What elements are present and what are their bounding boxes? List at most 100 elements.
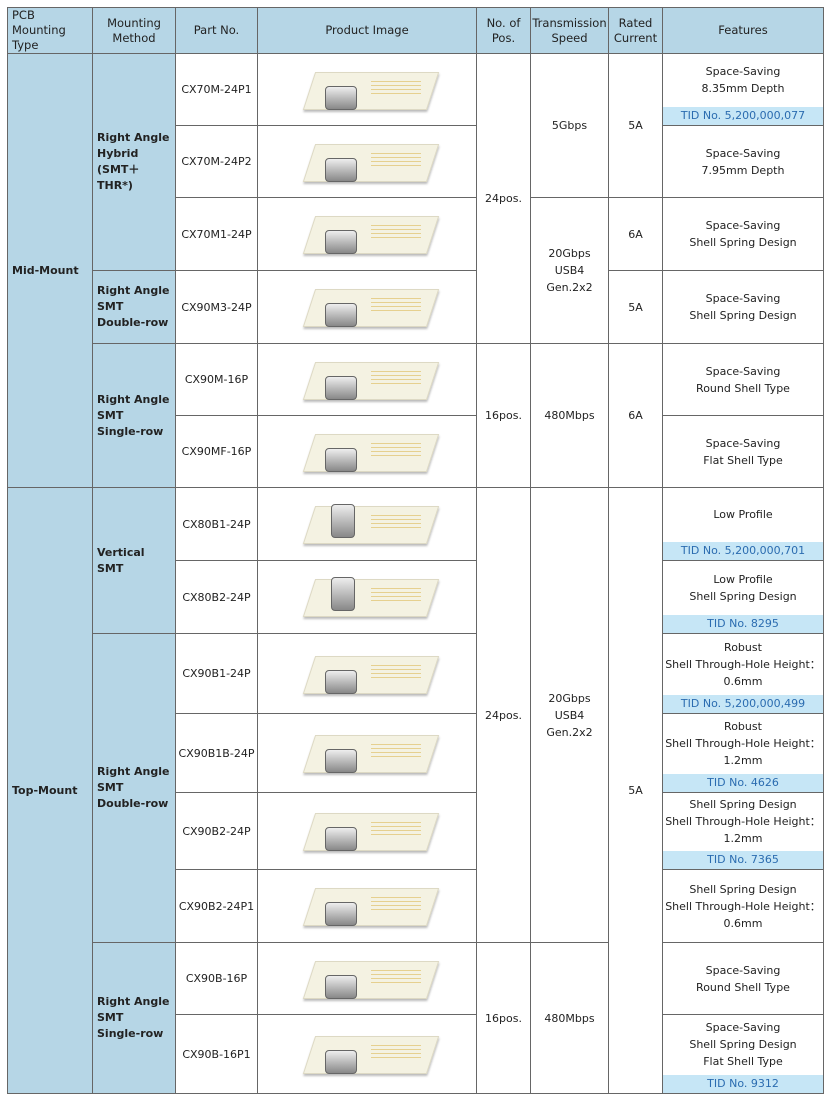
tid-number[interactable]: TID No. 9312 xyxy=(663,1075,823,1093)
product-image-cell xyxy=(257,942,477,1015)
tid-number[interactable]: TID No. 4626 xyxy=(663,774,823,792)
no-of-positions: 16pos. xyxy=(476,343,531,488)
pcb-mounting-type: Top-Mount xyxy=(7,487,93,1094)
product-image xyxy=(299,571,440,623)
features-text: Space-Saving 7.95mm Depth xyxy=(663,126,823,197)
rated-current: 6A xyxy=(608,197,663,271)
mounting-method: Right Angle Hybrid (SMT＋THR*) xyxy=(92,53,176,271)
usb-c-connector xyxy=(325,375,357,400)
usb-c-connector xyxy=(325,157,357,182)
product-image xyxy=(299,498,440,550)
table-row: CX90B2-24P Shell Spring Design Shell Throu… xyxy=(8,792,824,870)
text-line: Vertical xyxy=(97,545,145,559)
text-line: 480Mbps xyxy=(544,1011,595,1025)
text-line: Single-row xyxy=(97,424,164,438)
usb-c-connector xyxy=(325,303,357,327)
product-image-cell xyxy=(257,633,477,714)
table-row: CX70M-24P2 Space-Saving 7.95mm Depth xyxy=(8,125,824,198)
product-image xyxy=(299,727,440,779)
product-image xyxy=(299,426,440,478)
text-line: Shell Through-Hole Height： xyxy=(665,899,821,913)
table-row: CX90B2-24P1 Shell Spring Design Shell Thro… xyxy=(8,869,824,943)
tid-number[interactable]: TID No. 5,200,000,701 xyxy=(663,542,823,560)
tid-number[interactable]: TID No. 5,200,000,499 xyxy=(663,695,823,713)
product-image-cell xyxy=(257,869,477,943)
text-line: Shell Spring Design xyxy=(689,798,797,811)
table-row: CX70M1-24P 20Gbps USB4 Gen.2x2 6A Space-Savin… xyxy=(8,197,824,344)
usb-c-connector xyxy=(325,230,357,254)
features-text: Shell Spring Design Shell Through-Hole He… xyxy=(663,793,823,850)
features-text: Low Profile xyxy=(663,488,823,541)
product-image-cell xyxy=(257,713,477,793)
part-number: CX90M-16P xyxy=(175,343,258,416)
features-cell: Shell Spring Design Shell Through-Hole He… xyxy=(662,792,824,870)
part-number: CX90B-16P1 xyxy=(175,1014,258,1094)
board-label xyxy=(371,512,421,530)
rated-current: 5A xyxy=(608,53,663,198)
table-row: CX90B1B-24P Robust Shell Through-Hole Heig… xyxy=(8,713,824,793)
part-number: CX90B2-24P1 xyxy=(175,869,258,943)
text-line: (SMT＋THR*) xyxy=(97,163,140,192)
features-text: Space-Saving Shell Spring Design xyxy=(663,198,823,270)
connector-table: PCB Mounting Type Mounting Method Part N… xyxy=(7,7,824,1094)
table-row: Right Angle SMT Single-row CX90B-16P 16pos. 4… xyxy=(8,942,824,1094)
transmission-speed: 5Gbps xyxy=(530,53,609,198)
header-pcb-mounting-type: PCB Mounting Type xyxy=(7,7,93,54)
features-cell: Space-Saving Round Shell Type xyxy=(662,343,824,416)
header-no-of-pos: No. of Pos. xyxy=(476,7,531,54)
tid-number[interactable]: TID No. 5,200,000,077 xyxy=(663,107,823,125)
product-image-cell xyxy=(257,415,477,488)
product-image xyxy=(299,354,440,406)
header-part-no: Part No. xyxy=(175,7,258,54)
board-label xyxy=(371,966,421,985)
mounting-method: Vertical SMT xyxy=(92,487,176,634)
text-line: Right Angle xyxy=(97,131,170,144)
no-of-positions: 16pos. xyxy=(476,942,531,1094)
part-number: CX90B1B-24P xyxy=(175,713,258,793)
rated-current: 6A xyxy=(608,343,663,488)
features-cell: Space-Saving Flat Shell Type xyxy=(662,415,824,488)
text-line: SMT xyxy=(97,300,124,313)
product-image xyxy=(299,281,440,333)
features-text: Space-Saving Shell Spring Design Flat Shel… xyxy=(663,1015,823,1074)
board-label xyxy=(371,439,421,458)
mounting-method: Right Angle SMT Double-row xyxy=(92,633,176,943)
features-text: Robust Shell Through-Hole Height： 1.2mm xyxy=(663,714,823,773)
text-line: Shell Through-Hole Height： xyxy=(665,815,821,828)
features-cell: Low Profile TID No. 5,200,000,701 xyxy=(662,487,824,561)
no-of-positions: 24pos. xyxy=(476,487,531,943)
part-number: CX90B1-24P xyxy=(175,633,258,714)
table-row: CX90B-16P1 Space-Saving Shell Spring Desig… xyxy=(8,1014,824,1094)
header-row: PCB Mounting Type Mounting Method Part N… xyxy=(7,7,824,54)
product-table-container: PCB Mounting Type Mounting Method Part N… xyxy=(7,7,824,1094)
features-text: Shell Spring Design Shell Through-Hole He… xyxy=(663,870,823,942)
usb-c-connector xyxy=(331,504,355,538)
tid-number[interactable]: TID No. 7365 xyxy=(663,851,823,869)
text-line: Space-Saving xyxy=(705,146,781,160)
text-line: Shell Spring Design xyxy=(689,1038,797,1051)
board-label xyxy=(371,77,421,96)
board-label xyxy=(371,661,421,680)
product-image xyxy=(299,880,440,932)
table-row: CX80B2-24P Low Profile Shell Spring Design… xyxy=(8,560,824,634)
features-cell: Space-Saving Round Shell Type xyxy=(662,942,824,1015)
board-label xyxy=(371,295,421,313)
text-line: 5Gbps xyxy=(551,119,588,132)
product-image-cell xyxy=(257,1014,477,1094)
product-image-cell xyxy=(257,343,477,416)
board-label xyxy=(371,222,421,240)
board-label xyxy=(371,741,421,759)
text-line: Shell Spring Design xyxy=(689,309,797,322)
table-row: Mid-Mount Right Angle Hybrid (SMT＋THR*) CX70… xyxy=(7,53,824,488)
table-row: Top-Mount Vertical SMT CX80B1-24P 24pos. 20Gb… xyxy=(7,487,824,1094)
part-number: CX90B2-24P xyxy=(175,792,258,870)
product-image-cell xyxy=(257,197,477,271)
tid-number[interactable]: TID No. 8295 xyxy=(663,615,823,633)
board-label xyxy=(371,585,421,603)
text-line: 20Gbps xyxy=(548,247,591,260)
usb-c-connector xyxy=(325,1050,357,1074)
text-line: Low Profile xyxy=(713,508,773,521)
board-label xyxy=(371,367,421,386)
header-features: Features xyxy=(662,7,824,54)
text-line: Space-Saving xyxy=(705,364,781,378)
